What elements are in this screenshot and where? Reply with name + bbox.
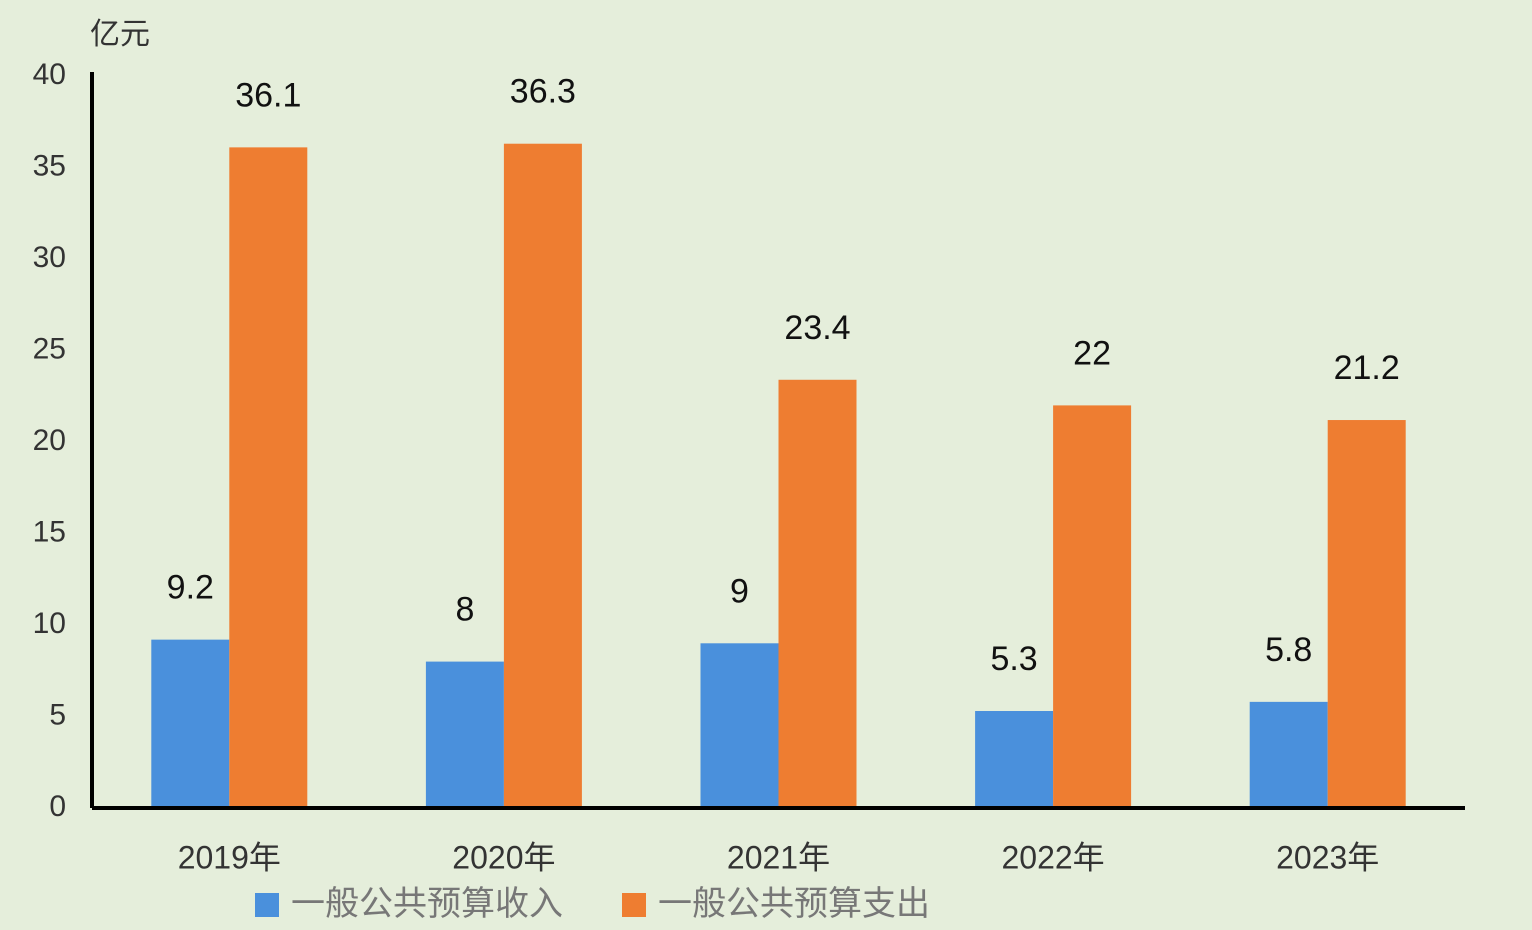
y-tick-label: 40 bbox=[33, 58, 66, 91]
bar bbox=[503, 143, 582, 808]
bar bbox=[151, 639, 230, 808]
data-label: 9 bbox=[730, 572, 749, 610]
legend-swatch bbox=[255, 893, 279, 917]
legend-swatch bbox=[622, 893, 646, 917]
data-label: 36.1 bbox=[235, 76, 301, 114]
bar bbox=[975, 711, 1054, 808]
y-tick-label: 5 bbox=[49, 698, 66, 731]
y-tick-label: 10 bbox=[33, 607, 66, 640]
bar bbox=[778, 379, 857, 808]
y-tick-label: 35 bbox=[33, 149, 66, 182]
x-tick-label: 2019年 bbox=[178, 839, 281, 875]
x-tick-label: 2021年 bbox=[727, 839, 830, 875]
y-tick-label: 15 bbox=[33, 515, 66, 548]
y-tick-label: 30 bbox=[33, 241, 66, 274]
bar bbox=[425, 661, 504, 808]
x-tick-label: 2023年 bbox=[1276, 839, 1379, 875]
data-label: 5.3 bbox=[990, 640, 1037, 678]
bar bbox=[1053, 405, 1132, 808]
y-tick-label: 20 bbox=[33, 424, 66, 457]
y-tick-label: 25 bbox=[33, 332, 66, 365]
x-tick-label: 2022年 bbox=[1001, 839, 1104, 875]
bar bbox=[229, 147, 308, 808]
bar bbox=[700, 643, 779, 808]
y-axis-label: 亿元 bbox=[90, 18, 150, 51]
legend-label: 一般公共预算收入 bbox=[291, 885, 563, 923]
bar bbox=[1249, 701, 1328, 808]
x-tick-label: 2020年 bbox=[452, 839, 555, 875]
legend-label: 一般公共预算支出 bbox=[658, 885, 930, 923]
data-label: 21.2 bbox=[1334, 349, 1400, 387]
bar bbox=[1327, 420, 1406, 808]
data-label: 36.3 bbox=[510, 73, 576, 111]
y-tick-label: 0 bbox=[49, 790, 66, 823]
data-label: 8 bbox=[455, 591, 474, 629]
data-label: 5.8 bbox=[1265, 631, 1312, 669]
data-label: 9.2 bbox=[167, 569, 214, 607]
data-label: 23.4 bbox=[784, 309, 850, 347]
data-label: 22 bbox=[1073, 334, 1111, 372]
